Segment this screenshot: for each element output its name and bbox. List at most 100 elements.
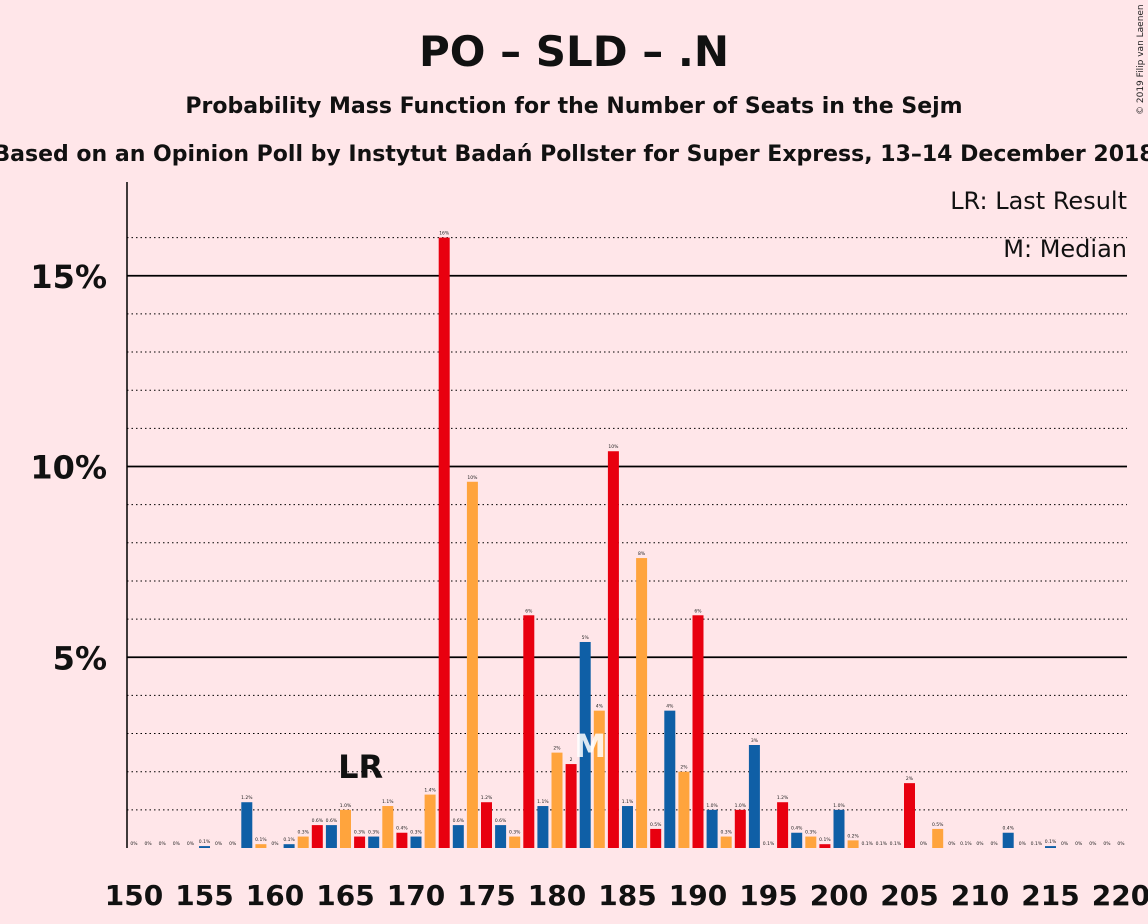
bar-label-199: 0.1% bbox=[819, 837, 831, 843]
x-tick-label: 160 bbox=[246, 879, 304, 912]
bar-185 bbox=[622, 806, 633, 848]
bar-161 bbox=[283, 844, 295, 848]
bar-label-215: 0.1% bbox=[1045, 839, 1057, 845]
bars bbox=[199, 237, 1056, 849]
bar-158 bbox=[241, 802, 253, 848]
bar-label-168: 1.1% bbox=[382, 799, 394, 805]
bar-label-158: 1.2% bbox=[241, 795, 253, 801]
bar-180 bbox=[551, 752, 563, 848]
bar-label-165: 1.0% bbox=[340, 803, 352, 809]
bar-label-164: 0.6% bbox=[326, 818, 338, 824]
x-tick-label: 205 bbox=[880, 879, 938, 912]
bar-label-192: 0.3% bbox=[720, 830, 732, 836]
bar-label-191: 1.0% bbox=[706, 803, 718, 809]
bar-194 bbox=[748, 744, 760, 848]
bar-label-159: 0.1% bbox=[255, 837, 267, 843]
bar-label-171: 1.4% bbox=[424, 788, 436, 794]
legend-median: M: Median bbox=[1003, 235, 1127, 263]
bar-165 bbox=[340, 809, 351, 848]
bar-label-189: 2% bbox=[680, 765, 688, 771]
bar-162 bbox=[297, 836, 309, 848]
bar-166 bbox=[354, 836, 366, 848]
bar-label-184: 10% bbox=[608, 444, 619, 450]
bar-label-154: 0% bbox=[187, 841, 195, 847]
bar-186 bbox=[636, 558, 648, 848]
bar-178 bbox=[523, 615, 535, 848]
bar-193 bbox=[734, 809, 746, 848]
bar-159 bbox=[255, 844, 267, 848]
bar-label-190: 6% bbox=[694, 608, 702, 614]
bar-176 bbox=[495, 825, 507, 848]
bar-label-210: 0% bbox=[976, 841, 984, 847]
bar-label-208: 0% bbox=[948, 841, 956, 847]
bar-label-187: 0.5% bbox=[650, 822, 662, 828]
bar-198 bbox=[805, 836, 817, 848]
bar-212 bbox=[1002, 832, 1014, 848]
x-tick-label: 210 bbox=[951, 879, 1009, 912]
bar-label-174: 10% bbox=[467, 475, 478, 481]
bar-label-211: 0% bbox=[991, 841, 999, 847]
x-tick-label: 220 bbox=[1092, 879, 1148, 912]
gridlines bbox=[127, 237, 1127, 811]
bar-label-182: 5% bbox=[582, 635, 590, 641]
x-tick-label: 195 bbox=[739, 879, 797, 912]
bar-188 bbox=[664, 710, 676, 848]
chart-subtitle: Probability Mass Function for the Number… bbox=[185, 94, 962, 119]
y-tick-label: 15% bbox=[30, 258, 107, 296]
bar-label-166: 0.3% bbox=[354, 830, 366, 836]
bar-173 bbox=[452, 825, 464, 848]
bar-205 bbox=[904, 783, 915, 848]
bar-192 bbox=[720, 836, 732, 848]
bar-label-193: 1.0% bbox=[735, 803, 747, 809]
bar-label-167: 0.3% bbox=[368, 830, 380, 836]
bar-164 bbox=[325, 825, 337, 848]
bar-label-162: 0.3% bbox=[297, 830, 309, 836]
bar-label-169: 0.4% bbox=[396, 826, 408, 832]
bar-label-201: 0.2% bbox=[847, 833, 859, 839]
copyright-text: © 2019 Filip van Laenen bbox=[1136, 4, 1146, 115]
x-tick-label: 170 bbox=[387, 879, 445, 912]
bar-label-157: 0% bbox=[229, 841, 237, 847]
bar-label-196: 1.2% bbox=[777, 795, 789, 801]
bar-label-173: 0.6% bbox=[453, 818, 465, 824]
bar-label-163: 0.6% bbox=[312, 818, 324, 824]
x-tick-label: 185 bbox=[598, 879, 656, 912]
bar-191 bbox=[706, 809, 718, 848]
bar-label-217: 0% bbox=[1075, 841, 1083, 847]
bar-label-200: 1.0% bbox=[833, 803, 845, 809]
y-tick-label: 10% bbox=[30, 449, 107, 487]
bar-label-220: 0% bbox=[1117, 841, 1125, 847]
bar-196 bbox=[777, 802, 789, 848]
chart-title: PO – SLD – .N bbox=[419, 27, 729, 76]
bar-label-206: 0% bbox=[920, 841, 928, 847]
bar-label-185: 1.1% bbox=[622, 799, 634, 805]
bar-label-205: 2% bbox=[906, 776, 914, 782]
bar-label-181: 2 bbox=[570, 757, 573, 763]
x-tick-label: 165 bbox=[316, 879, 374, 912]
bar-label-188: 4% bbox=[666, 704, 674, 710]
bar-label-212: 0.4% bbox=[1002, 826, 1014, 832]
y-tick-label: 5% bbox=[53, 639, 107, 677]
bar-label-179: 1.1% bbox=[537, 799, 549, 805]
bar-197 bbox=[791, 832, 803, 848]
bar-190 bbox=[692, 615, 704, 848]
x-tick-label: 150 bbox=[105, 879, 163, 912]
bar-183 bbox=[593, 710, 605, 848]
x-tick-labels: 150 155 160 165 170 175 180 185 190 195 200 205 210 2… bbox=[105, 879, 1148, 912]
bar-172 bbox=[438, 237, 450, 849]
bar-168 bbox=[382, 806, 394, 848]
bar-label-178: 6% bbox=[525, 608, 533, 614]
last-result-marker: LR bbox=[338, 748, 383, 786]
bar-label-197: 0.4% bbox=[791, 826, 803, 832]
bar-label-150: 0% bbox=[130, 841, 138, 847]
bar-169 bbox=[396, 832, 408, 848]
bar-170 bbox=[410, 836, 422, 848]
x-tick-label: 155 bbox=[175, 879, 233, 912]
bar-label-156: 0% bbox=[215, 841, 223, 847]
bar-171 bbox=[424, 794, 436, 848]
bar-label-153: 0% bbox=[173, 841, 181, 847]
bar-label-183: 4% bbox=[596, 704, 604, 710]
bar-label-176: 0.6% bbox=[495, 818, 507, 824]
bar-189 bbox=[678, 771, 690, 848]
bar-label-204: 0.1% bbox=[890, 841, 902, 847]
